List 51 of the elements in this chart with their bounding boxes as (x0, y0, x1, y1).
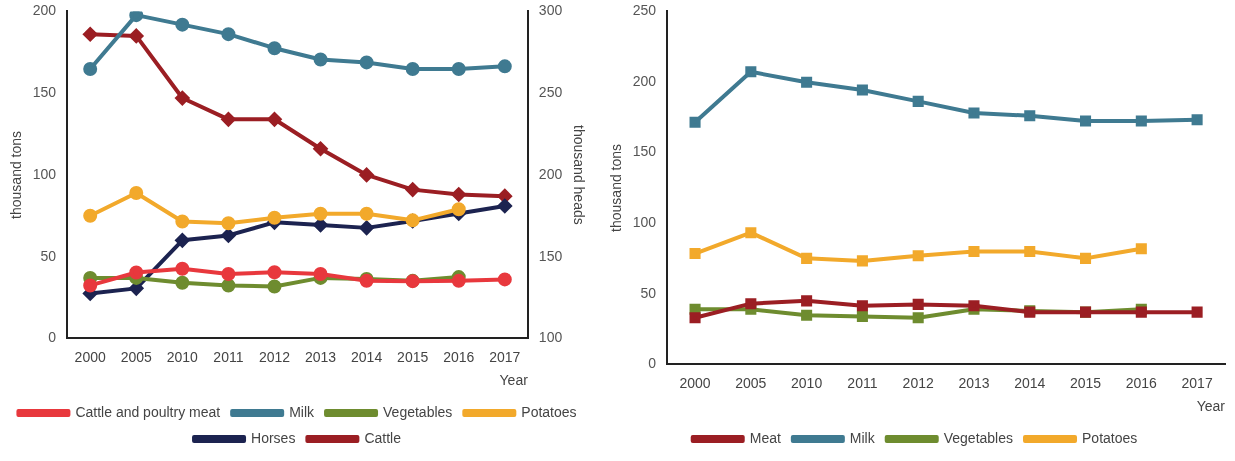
x-tick-label: 2015 (1069, 374, 1102, 391)
x-tick-label: 2000 (679, 374, 711, 391)
x-tick-label: 2014 (1014, 374, 1046, 391)
y-tick-label: 150 (632, 143, 657, 160)
y-tick-label: 0 (648, 355, 657, 372)
x-tick-label: 2010 (166, 348, 199, 365)
y2-tick-label: 150 (538, 247, 563, 264)
y-axis-title: thousand tons (608, 143, 625, 232)
legend-label: Vegetables (943, 429, 1014, 446)
x-tick-label: 2017 (489, 348, 521, 365)
x-axis-title: Year (499, 372, 529, 389)
x-tick-label: 2016 (443, 348, 475, 365)
legend-label: Cattle (364, 429, 402, 446)
x-tick-label: 2005 (735, 374, 767, 391)
legend-label: Potatoes (521, 403, 577, 420)
y-tick-label: 50 (640, 284, 657, 301)
y-tick-label: 200 (32, 2, 57, 19)
y2-tick-label: 300 (538, 2, 563, 19)
y-tick-label: 100 (32, 165, 57, 182)
x-tick-label: 2011 (213, 348, 244, 365)
y2-tick-label: 100 (538, 329, 563, 346)
y-tick-label: 250 (632, 2, 657, 19)
y-tick-label: 150 (32, 84, 57, 101)
legend-label: Horses (251, 429, 296, 446)
x-tick-label: 2013 (304, 348, 337, 365)
x-tick-label: 2012 (902, 374, 934, 391)
legend-label: Meat (749, 429, 781, 446)
x-axis-title: Year (1196, 398, 1226, 415)
x-tick-label: 2000 (74, 348, 106, 365)
y2-axis-title: thousand heads (570, 125, 587, 225)
legend-label: Cattle and poultry meat (75, 403, 221, 420)
x-tick-label: 2014 (351, 348, 383, 365)
y-axis-title: thousand tons (8, 130, 25, 219)
legend-label: Potatoes (1082, 429, 1138, 446)
x-tick-label: 2010 (791, 374, 823, 391)
y-tick-label: 200 (632, 72, 657, 89)
x-tick-label: 2015 (397, 348, 429, 365)
x-tick-label: 2005 (120, 348, 153, 365)
x-tick-label: 2016 (1125, 374, 1158, 391)
legend-label: Milk (289, 403, 316, 420)
y2-tick-label: 250 (538, 84, 563, 101)
y-tick-label: 50 (40, 247, 57, 264)
legend-label: Vegetables (383, 403, 453, 420)
x-tick-label: 2011 (847, 374, 878, 391)
y2-tick-label: 200 (538, 165, 563, 182)
y-tick-label: 0 (48, 329, 57, 346)
legend-label: Milk (849, 429, 876, 446)
x-tick-label: 2012 (258, 348, 291, 365)
y-tick-label: 100 (632, 214, 657, 231)
x-tick-label: 2017 (1181, 374, 1213, 391)
x-tick-label: 2013 (958, 374, 990, 391)
